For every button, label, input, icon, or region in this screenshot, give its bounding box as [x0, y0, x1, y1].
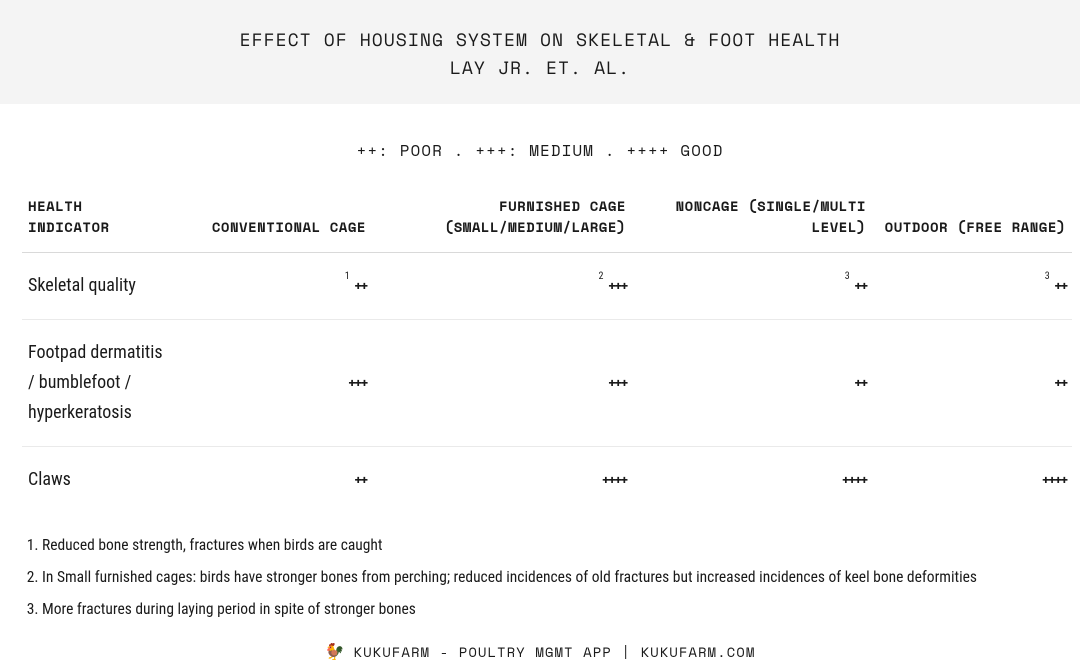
page-footer: 🐓 KUKUFARM - POULTRY MGMT APP | KUKUFARM.… — [0, 625, 1080, 663]
col-header: NONCAGE (SINGLE/MULTI LEVEL) — [632, 172, 872, 253]
footnote: Reduced bone strength, fractures when bi… — [42, 529, 1058, 561]
footnote: In Small furnished cages: birds have str… — [42, 561, 1058, 593]
rating: ++++ — [1041, 469, 1066, 491]
table-row: Footpad dermatitis / bumblefoot / hyperk… — [22, 320, 1072, 447]
rating-cell: ++ — [872, 320, 1072, 447]
health-table: HEALTH INDICATOR CONVENTIONAL CAGE FURNI… — [22, 172, 1072, 513]
title-line-2: LAY JR. ET. AL. — [20, 54, 1060, 82]
legend: ++: POOR . +++: MEDIUM . ++++ GOOD — [0, 104, 1080, 172]
table-header-row: HEALTH INDICATOR CONVENTIONAL CAGE FURNI… — [22, 172, 1072, 253]
rating-cell: +++ — [372, 320, 632, 447]
col-header: FURNISHED CAGE (SMALL/MEDIUM/LARGE) — [372, 172, 632, 253]
col-header: OUTDOOR (FREE RANGE) — [872, 172, 1072, 253]
rating-cell: ++++ — [632, 447, 872, 514]
rating: ++++ — [841, 469, 866, 491]
footnote-sup: 2 — [599, 271, 604, 282]
rating: ++ — [354, 469, 366, 491]
table-row: Claws ++ ++++ ++++ ++++ — [22, 447, 1072, 514]
footnote-sup: 3 — [845, 271, 850, 282]
rating: +++ — [607, 275, 626, 297]
rating-cell: 3 ++ — [872, 253, 1072, 320]
rating-cell: +++ — [172, 320, 372, 447]
rooster-icon: 🐓 — [325, 639, 346, 663]
title-line-1: EFFECT OF HOUSING SYSTEM ON SKELETAL & F… — [20, 26, 1060, 54]
rating-cell: ++ — [172, 447, 372, 514]
footnote-list: Reduced bone strength, fractures when bi… — [0, 513, 1080, 625]
rating-cell: ++++ — [872, 447, 1072, 514]
rating: ++++ — [601, 469, 626, 491]
rating-cell: 3 ++ — [632, 253, 872, 320]
rating-cell: 2+++ — [372, 253, 632, 320]
rating: ++ — [1054, 372, 1066, 394]
col-header: CONVENTIONAL CAGE — [172, 172, 372, 253]
rating: ++ — [1054, 275, 1066, 297]
page-header: EFFECT OF HOUSING SYSTEM ON SKELETAL & F… — [0, 0, 1080, 104]
rating: ++ — [854, 372, 866, 394]
rating: +++ — [607, 372, 626, 394]
col-header: HEALTH INDICATOR — [22, 172, 172, 253]
rating: ++ — [354, 275, 366, 297]
table-row: Skeletal quality 1 ++ 2+++ 3 ++ 3 ++ — [22, 253, 1072, 320]
indicator-cell: Footpad dermatitis / bumblefoot / hyperk… — [22, 320, 172, 447]
rating: ++ — [854, 275, 866, 297]
footnote-sup: 3 — [1045, 271, 1050, 282]
footnote: More fractures during laying period in s… — [42, 593, 1058, 625]
rating-cell: ++++ — [372, 447, 632, 514]
rating-cell: ++ — [632, 320, 872, 447]
rating: +++ — [347, 372, 366, 394]
footer-text: KUKUFARM - POULTRY MGMT APP | KUKUFARM.C… — [354, 642, 756, 663]
indicator-cell: Claws — [22, 447, 172, 514]
rating-cell: 1 ++ — [172, 253, 372, 320]
footnote-sup: 1 — [345, 271, 350, 282]
table-container: HEALTH INDICATOR CONVENTIONAL CAGE FURNI… — [0, 172, 1080, 513]
indicator-cell: Skeletal quality — [22, 253, 172, 320]
